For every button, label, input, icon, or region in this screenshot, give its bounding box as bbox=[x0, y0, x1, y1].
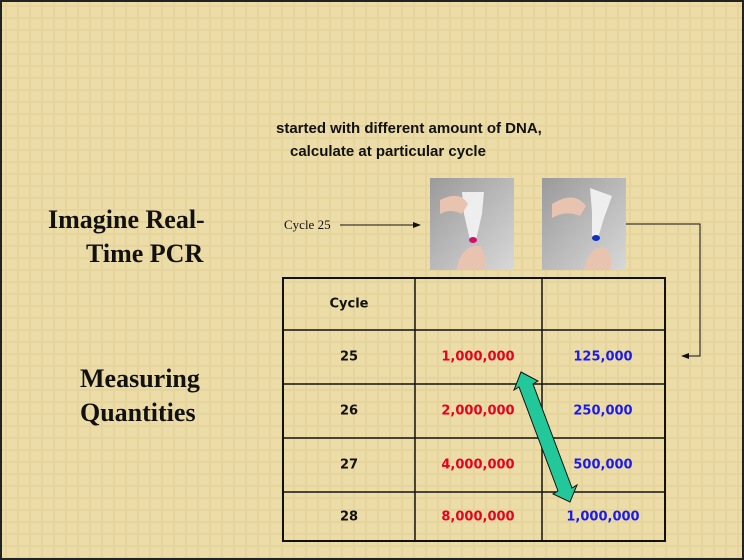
note-line: calculate at particular cycle bbox=[290, 143, 486, 160]
table-cell: 27 bbox=[340, 458, 358, 473]
table-cell: 8,000,000 bbox=[441, 510, 514, 525]
cycle-label: Cycle 25 bbox=[284, 217, 331, 232]
table-cell: 28 bbox=[340, 510, 358, 525]
table-cell: 500,000 bbox=[573, 458, 632, 473]
table-cell: 1,000,000 bbox=[566, 510, 639, 525]
note-line: started with different amount of DNA, bbox=[276, 120, 542, 137]
connector bbox=[626, 223, 701, 359]
table-cell: 2,000,000 bbox=[441, 404, 514, 419]
subheading: Measuring bbox=[80, 364, 200, 393]
double-arrow bbox=[513, 371, 579, 503]
table-cell: 1,000,000 bbox=[441, 350, 514, 365]
subheading: Quantities bbox=[80, 398, 196, 427]
photo bbox=[542, 178, 626, 270]
table-cell: 4,000,000 bbox=[441, 458, 514, 473]
heading: Imagine Real- bbox=[48, 205, 205, 234]
heading: Time PCR bbox=[86, 239, 203, 268]
table-cell: 125,000 bbox=[573, 350, 632, 365]
table-header: Cycle bbox=[330, 297, 369, 312]
table-cell: 26 bbox=[340, 404, 358, 419]
table: Cycle 25 1,000,000 125,000 26 2,000,000 250,00… bbox=[282, 277, 666, 542]
table-cell: 25 bbox=[340, 350, 358, 365]
table-cell: 250,000 bbox=[573, 404, 632, 419]
photo bbox=[430, 178, 514, 270]
